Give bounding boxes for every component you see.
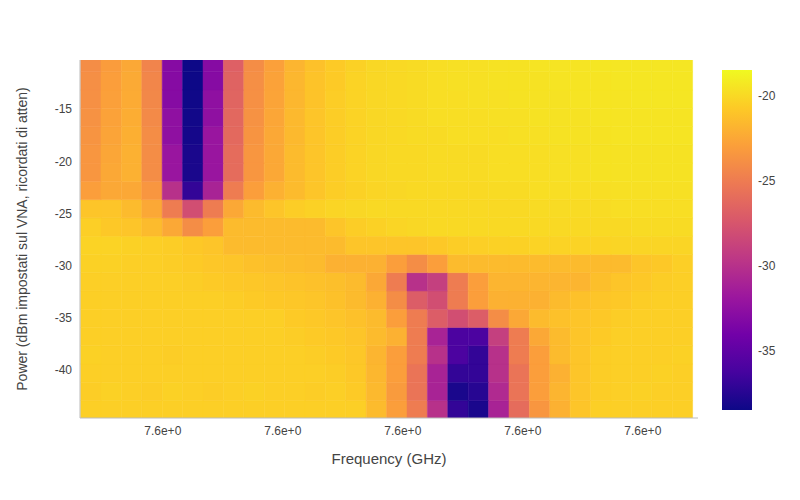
svg-text:-25: -25	[55, 207, 73, 221]
svg-text:7.6e+0: 7.6e+0	[504, 424, 541, 438]
svg-text:-15: -15	[55, 102, 73, 116]
svg-text:Power (dBm impostati sul VNA,: Power (dBm impostati sul VNA, ricordati …	[14, 87, 30, 390]
svg-text:-35: -35	[55, 311, 73, 325]
svg-text:-30: -30	[55, 259, 73, 273]
svg-text:7.6e+0: 7.6e+0	[384, 424, 421, 438]
svg-text:7.6e+0: 7.6e+0	[144, 424, 181, 438]
svg-text:Frequency (GHz): Frequency (GHz)	[331, 450, 446, 467]
svg-text:-30: -30	[758, 259, 776, 273]
svg-text:7.6e+0: 7.6e+0	[624, 424, 661, 438]
svg-text:-35: -35	[758, 344, 776, 358]
svg-text:-25: -25	[758, 174, 776, 188]
svg-text:-20: -20	[55, 155, 73, 169]
svg-text:7.6e+0: 7.6e+0	[264, 424, 301, 438]
svg-text:-20: -20	[758, 89, 776, 103]
svg-text:-40: -40	[55, 363, 73, 377]
